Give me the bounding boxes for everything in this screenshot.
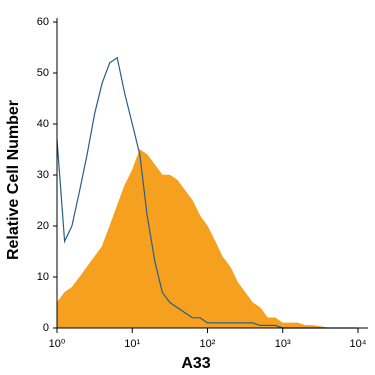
y-tick-label: 50 xyxy=(37,67,49,79)
y-tick-label: 10 xyxy=(37,271,49,283)
x-axis-label: A33 xyxy=(181,355,210,372)
y-tick-label: 60 xyxy=(37,16,49,28)
x-tick-label: 10⁰ xyxy=(49,338,66,350)
y-tick-label: 40 xyxy=(37,118,49,130)
y-axis-label: Relative Cell Number xyxy=(5,100,22,260)
y-tick-label: 20 xyxy=(37,220,49,232)
y-tick-label: 0 xyxy=(43,322,49,334)
x-tick-label: 10¹ xyxy=(124,338,140,350)
x-tick-label: 10³ xyxy=(275,338,291,350)
x-tick-label: 10² xyxy=(200,338,216,350)
x-tick-label: 10⁴ xyxy=(350,338,367,350)
histogram-area xyxy=(56,149,358,329)
y-tick-label: 30 xyxy=(37,169,49,181)
